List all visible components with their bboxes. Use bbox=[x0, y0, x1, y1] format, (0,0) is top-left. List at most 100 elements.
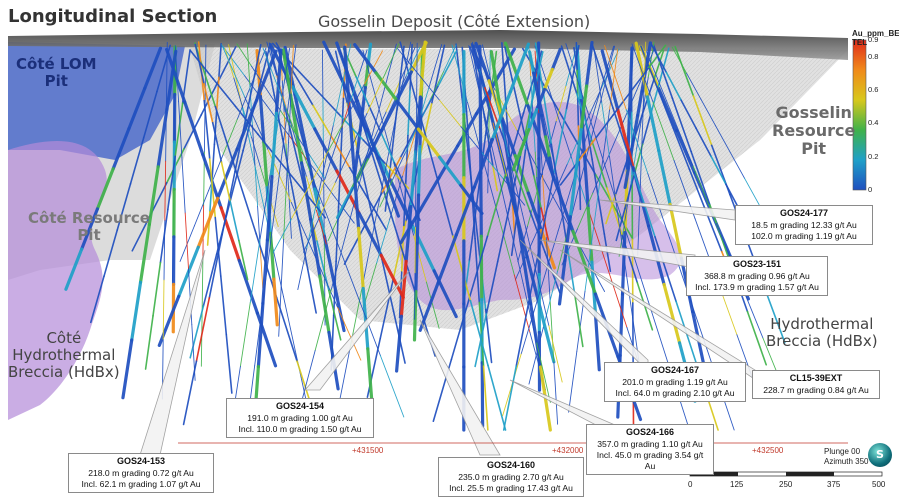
drill-hole-segment bbox=[259, 246, 264, 289]
drill-hole-segment bbox=[550, 143, 561, 196]
drill-hole-segment bbox=[336, 191, 352, 222]
drill-hole-segment bbox=[593, 314, 601, 372]
drill-hole-segment bbox=[641, 111, 653, 146]
drill-hole-segment bbox=[249, 238, 261, 304]
drill-hole-segment bbox=[526, 104, 553, 171]
drill-hole-id: CL15-39EXT bbox=[789, 373, 843, 383]
legend-tick: 0.6 bbox=[868, 85, 879, 94]
assay-interval: Incl. 64.0 m grading 2.10 g/t Au bbox=[615, 387, 735, 398]
plunge-text: Plunge 00 bbox=[824, 447, 861, 456]
drill-hole-segment bbox=[234, 105, 259, 136]
drill-hole-segment bbox=[294, 132, 311, 157]
drill-hole-segment bbox=[502, 365, 518, 431]
drill-hole-segment bbox=[563, 215, 572, 262]
drill-hole-id: GOS24-167 bbox=[650, 365, 700, 375]
gosselin-resource-pit-label: Gosselin Resource Pit bbox=[772, 103, 856, 158]
drill-hole-segment bbox=[643, 41, 647, 79]
assay-interval: 201.0 m grading 1.19 g/t Au bbox=[622, 376, 728, 387]
drill-hole-segment bbox=[282, 295, 298, 360]
drill-hole-id: GOS23-151 bbox=[732, 259, 782, 269]
drill-hole-segment bbox=[314, 254, 339, 309]
drill-hole-segment bbox=[279, 48, 290, 113]
drill-hole-segment bbox=[181, 49, 191, 104]
assay-interval: Incl. 45.0 m grading 3.54 g/t Au bbox=[596, 449, 704, 472]
drill-hole-segment bbox=[363, 64, 370, 90]
scale-label-0: 0 bbox=[688, 480, 693, 489]
drill-hole-segment bbox=[553, 108, 568, 175]
drill-hole-segment bbox=[529, 79, 536, 116]
drill-hole-segment bbox=[309, 170, 334, 234]
drill-hole-segment bbox=[290, 184, 311, 220]
drill-hole-segment bbox=[482, 44, 497, 102]
drill-hole-segment bbox=[103, 229, 119, 277]
drill-hole-segment bbox=[131, 216, 151, 252]
drill-hole-segment bbox=[159, 208, 169, 264]
drill-hole-segment bbox=[323, 125, 334, 168]
drill-hole-segment bbox=[315, 179, 325, 207]
drill-hole-segment bbox=[409, 150, 418, 209]
drill-hole-segment bbox=[396, 47, 419, 75]
drill-hole-segment bbox=[142, 90, 158, 139]
drill-hole-segment bbox=[629, 67, 649, 93]
drill-hole-segment bbox=[442, 44, 457, 73]
drill-hole-segment bbox=[217, 46, 237, 82]
drill-hole-segment bbox=[450, 297, 471, 361]
drill-hole-segment bbox=[574, 127, 583, 175]
assay-interval: 235.0 m grading 2.70 g/t Au bbox=[458, 471, 564, 482]
drill-hole-segment bbox=[283, 190, 287, 240]
drill-hole-segment bbox=[469, 174, 476, 240]
drill-hole-segment bbox=[219, 275, 228, 336]
drill-hole-segment bbox=[522, 283, 538, 344]
drill-hole-segment bbox=[407, 89, 411, 137]
drill-hole-segment bbox=[183, 100, 205, 157]
drill-hole-segment bbox=[382, 43, 400, 79]
drill-hole-segment bbox=[504, 112, 525, 176]
drill-hole-segment bbox=[361, 225, 375, 289]
drill-hole-segment bbox=[589, 214, 609, 272]
easting-432000: +432000 bbox=[552, 446, 584, 455]
drill-hole-segment bbox=[565, 43, 587, 109]
drill-hole-segment bbox=[216, 147, 239, 200]
drill-hole-segment bbox=[511, 148, 523, 172]
drill-hole-segment bbox=[375, 96, 389, 144]
legend-tick: 0.2 bbox=[868, 151, 879, 161]
assay-interval: 228.7 m grading 0.84 g/t Au bbox=[763, 384, 869, 395]
drill-hole-segment bbox=[536, 156, 548, 193]
drill-hole-segment bbox=[376, 219, 390, 265]
drill-hole-segment bbox=[493, 47, 517, 83]
drill-hole-segment bbox=[333, 232, 358, 295]
drill-hole-segment bbox=[290, 181, 301, 227]
drill-hole-segment bbox=[593, 48, 603, 104]
drill-hole-segment bbox=[222, 118, 238, 156]
topographic-surface bbox=[8, 30, 848, 60]
drill-hole-segment bbox=[508, 155, 522, 210]
drill-hole-segment bbox=[631, 113, 640, 141]
drill-hole-segment bbox=[594, 45, 615, 109]
drill-hole-segment bbox=[539, 228, 557, 270]
drill-hole-segment bbox=[642, 77, 645, 114]
drill-hole-segment bbox=[690, 150, 711, 206]
drill-hole-segment bbox=[671, 46, 688, 74]
drill-hole-segment bbox=[437, 144, 460, 180]
drill-hole-segment bbox=[585, 107, 608, 173]
drill-hole-segment bbox=[509, 223, 524, 284]
drill-hole-segment bbox=[272, 218, 292, 253]
drill-hole-segment bbox=[621, 234, 639, 284]
drill-hole-segment bbox=[474, 237, 481, 304]
drill-hole-segment bbox=[322, 40, 348, 90]
drill-hole-segment bbox=[203, 82, 214, 124]
drill-hole-segment bbox=[379, 355, 405, 418]
drill-hole-segment bbox=[358, 49, 368, 77]
drill-hole-segment bbox=[405, 46, 421, 77]
drill-hole-segment bbox=[363, 104, 381, 168]
drill-hole-segment bbox=[428, 44, 443, 89]
drill-hole-segment bbox=[430, 71, 444, 100]
easting-431500: +431500 bbox=[352, 446, 384, 455]
drill-hole-segment bbox=[402, 131, 417, 177]
drill-hole-segment bbox=[571, 158, 587, 216]
drill-hole-segment bbox=[594, 114, 614, 140]
drill-hole-segment bbox=[534, 42, 545, 95]
drill-hole-segment bbox=[668, 202, 683, 260]
drill-hole-segment bbox=[536, 342, 551, 403]
drill-hole-segment bbox=[527, 237, 543, 303]
